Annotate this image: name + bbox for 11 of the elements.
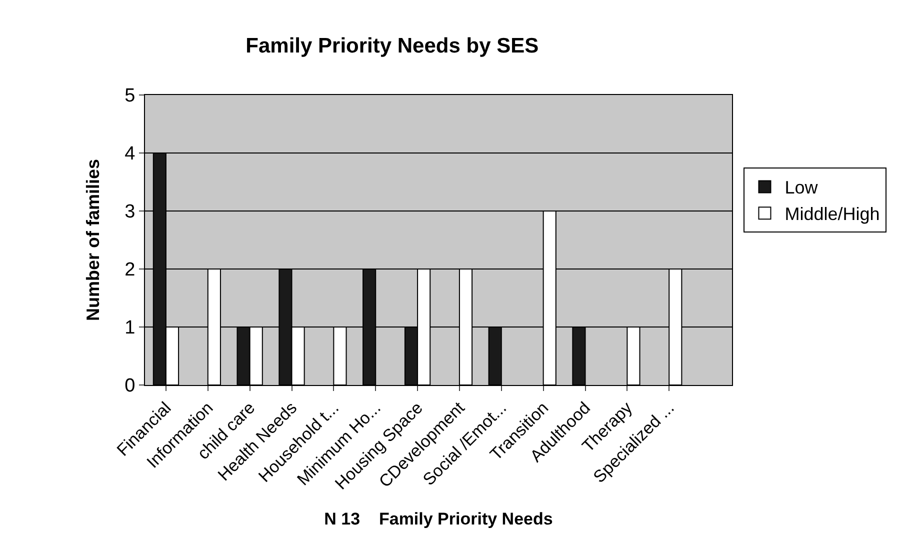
legend-label: Low	[784, 178, 819, 198]
y-tick-label: 0	[124, 376, 136, 397]
y-tick-label: 5	[124, 86, 136, 107]
legend-label: Middle/High	[784, 204, 880, 224]
y-tick-label: 2	[124, 260, 136, 281]
x-axis-title: N 13 Family Priority Needs	[324, 510, 553, 529]
y-tick-label: 4	[124, 144, 136, 165]
y-tick-label: 1	[124, 318, 136, 339]
y-axis-title: Number of families	[83, 158, 103, 322]
chart-title: Family Priority Needs by SES	[246, 34, 539, 58]
y-tick-label: 3	[124, 202, 136, 223]
